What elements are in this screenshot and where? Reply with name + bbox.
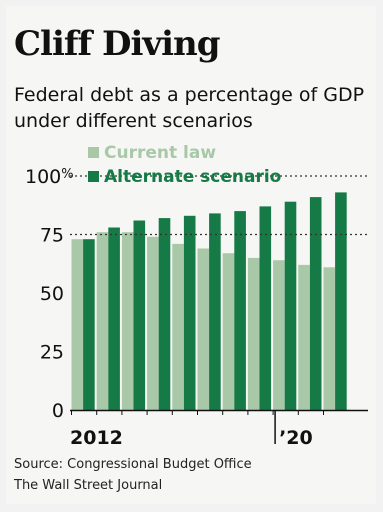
y-tick-label: 75 — [40, 225, 64, 247]
x-tick-label: ’20 — [279, 427, 313, 449]
bar-alternate-scenario — [83, 239, 95, 410]
legend-swatch — [88, 147, 99, 158]
y-tick-label: 0 — [52, 400, 64, 422]
bar-alternate-scenario — [183, 215, 196, 410]
bar-current-law — [247, 257, 260, 410]
bar-current-law — [172, 243, 184, 410]
bar-current-law — [222, 253, 235, 410]
bar-current-law — [71, 239, 84, 410]
legend-swatch — [88, 171, 99, 182]
bar-alternate-scenario — [259, 206, 272, 410]
y-tick-label: 50 — [40, 283, 64, 305]
bar-current-law — [323, 267, 336, 410]
bar-current-law — [121, 232, 134, 410]
legend-label: Alternate scenario — [104, 167, 281, 187]
bar-current-law — [96, 232, 109, 410]
y-tick-label: 100% — [25, 166, 74, 188]
publisher-line: The Wall Street Journal — [14, 478, 163, 493]
chart-title: Cliff Diving — [14, 24, 221, 64]
x-tick-label: 2012 — [70, 427, 123, 449]
bar-current-law — [197, 248, 210, 410]
bar-alternate-scenario — [284, 201, 297, 410]
bar-alternate-scenario — [234, 211, 246, 410]
bar-alternate-scenario — [108, 227, 120, 410]
bar-alternate-scenario — [335, 192, 347, 410]
source-note: Source: Congressional Budget Office The … — [14, 454, 252, 496]
source-line: Source: Congressional Budget Office — [14, 457, 252, 472]
bar-current-law — [273, 260, 285, 410]
bar-alternate-scenario — [309, 197, 322, 410]
bar-current-law — [147, 236, 159, 410]
legend-label: Current law — [104, 143, 216, 163]
y-tick-label: 25 — [40, 342, 64, 364]
bar-alternate-scenario — [158, 218, 171, 410]
bar-current-law — [298, 264, 310, 410]
bar-alternate-scenario — [133, 220, 146, 410]
chart-subtitle: Federal debt as a percentage of GDP unde… — [14, 84, 365, 132]
bar-alternate-scenario — [209, 213, 221, 410]
